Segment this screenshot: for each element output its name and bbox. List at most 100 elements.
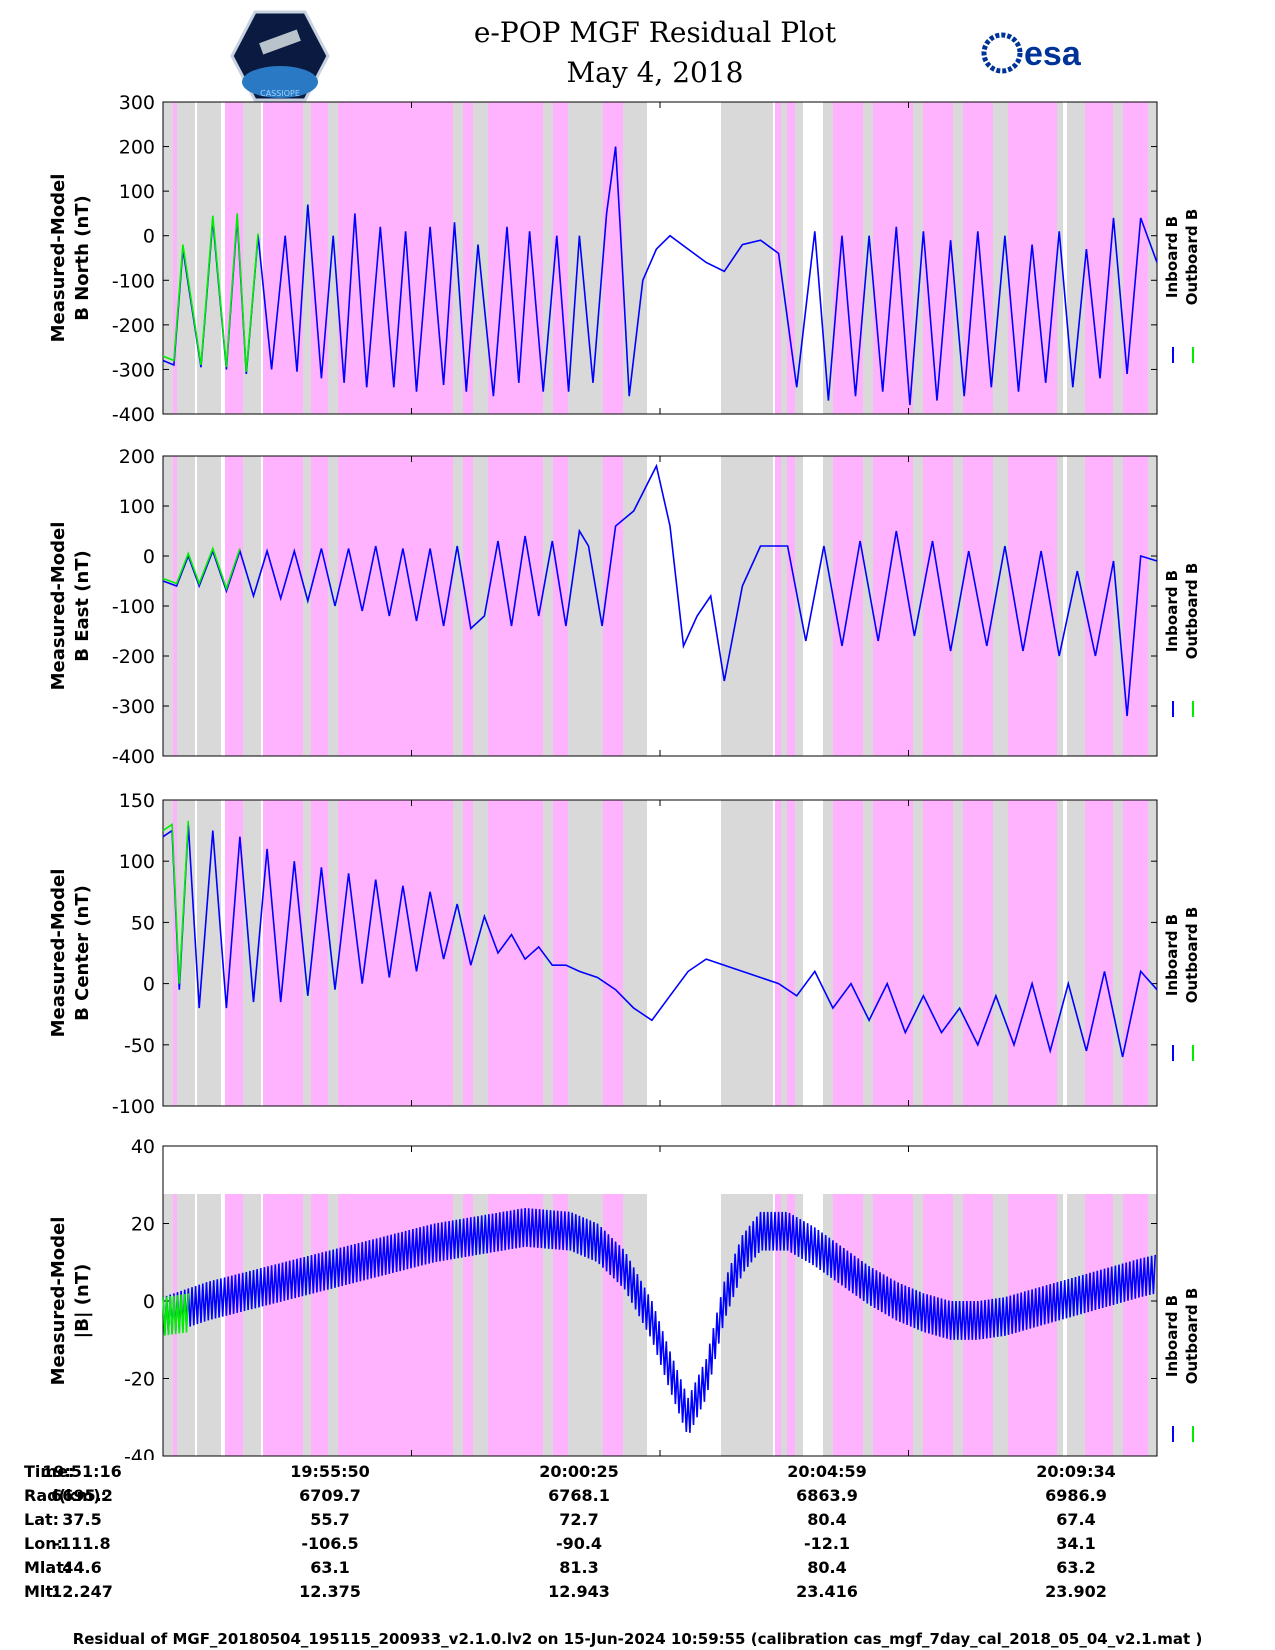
- orbit-shade-band: [543, 800, 553, 1106]
- orbit-shade-band: [775, 102, 781, 414]
- orbit-shade-band: [1123, 1194, 1148, 1456]
- orbit-shade-band: [1067, 456, 1085, 756]
- info-cell: -12.1: [803, 1534, 851, 1553]
- orbit-shade-band: [1057, 800, 1063, 1106]
- y-tick-label: 100: [119, 851, 155, 873]
- orbit-shade-band: [473, 800, 488, 1106]
- orbit-shade-band: [473, 102, 488, 414]
- info-cell: 12.247: [51, 1582, 113, 1601]
- orbit-shade-band: [1067, 102, 1085, 414]
- orbit-shade-band: [311, 102, 328, 414]
- orbit-shade-band: [311, 456, 328, 756]
- inboard-series-line: [162, 146, 1158, 406]
- info-cell: 55.7: [310, 1510, 350, 1529]
- orbit-shade-band: [781, 1194, 787, 1456]
- esa-logo-text: esa: [1024, 35, 1082, 73]
- orbit-shade-band: [1085, 800, 1113, 1106]
- info-cell: 44.6: [62, 1558, 102, 1577]
- info-cell: -111.8: [53, 1534, 111, 1553]
- orbit-info-table: Time: 19:51:16 19:55:50 20:00:25 20:04:59 20:…: [0, 1462, 1275, 1632]
- orbit-shade-band: [473, 456, 488, 756]
- orbit-shade-band: [1043, 1194, 1057, 1456]
- orbit-shade-band: [303, 456, 311, 756]
- info-cell: 6986.9: [1045, 1486, 1107, 1505]
- orbit-shade-band: [1057, 456, 1063, 756]
- orbit-shade-band: [243, 102, 261, 414]
- info-row-label: Mlt:: [24, 1582, 60, 1601]
- orbit-shade-band: [508, 800, 543, 1106]
- info-row-label: Time:: [24, 1462, 75, 1481]
- orbit-shade-band: [823, 456, 833, 756]
- orbit-shade-band: [311, 800, 328, 1106]
- orbit-shade-band: [993, 800, 1008, 1106]
- orbit-shade-band: [993, 456, 1008, 756]
- legend-labels: Inboard B Outboard B: [1163, 1288, 1201, 1385]
- info-cell: -106.5: [301, 1534, 359, 1553]
- orbit-shade-band: [833, 800, 863, 1106]
- orbit-shade-band: [781, 102, 787, 414]
- orbit-shade-band: [823, 1194, 833, 1456]
- orbit-shade-band: [388, 800, 453, 1106]
- info-cell: 37.5: [62, 1510, 102, 1529]
- outboard-series-line: [162, 820, 190, 984]
- orbit-shade-band: [243, 456, 261, 756]
- y-tick-label: -300: [112, 696, 155, 718]
- orbit-shade-band: [488, 456, 508, 756]
- orbit-shade-band: [873, 800, 913, 1106]
- orbit-shade-band: [1113, 1194, 1123, 1456]
- orbit-shade-band: [623, 1194, 647, 1456]
- orbit-shade-band: [163, 102, 173, 414]
- orbit-shade-band: [303, 1194, 311, 1456]
- legend-outboard: Outboard B: [1183, 209, 1201, 306]
- orbit-shade-band: [795, 102, 803, 414]
- orbit-shade-band: [913, 102, 923, 414]
- orbit-shade-band: [963, 102, 993, 414]
- orbit-shade-band: [243, 800, 261, 1106]
- orbit-shade-band: [453, 1194, 463, 1456]
- orbit-shade-band: [303, 102, 311, 414]
- orbit-shade-band: [1067, 1194, 1085, 1456]
- info-cell: 12.375: [299, 1582, 361, 1601]
- orbit-shade-band: [488, 1194, 508, 1456]
- info-cell: 6768.1: [548, 1486, 610, 1505]
- orbit-shade-band: [721, 102, 753, 414]
- residual-charts: 3002001000-100-200-300-400Measured-Model…: [48, 92, 1201, 1460]
- info-cell: 63.1: [310, 1558, 350, 1577]
- info-cell: 63.2: [1056, 1558, 1096, 1577]
- orbit-shade-band: [1008, 800, 1043, 1106]
- orbit-shade-band: [311, 1194, 328, 1456]
- orbit-shade-band: [338, 800, 388, 1106]
- inboard-series-line: [162, 1207, 1156, 1433]
- orbit-shade-band: [388, 456, 453, 756]
- info-cell: 34.1: [1056, 1534, 1096, 1553]
- orbit-shade-band: [863, 456, 873, 756]
- orbit-shade-band: [787, 800, 795, 1106]
- orbit-shade-band: [488, 102, 508, 414]
- orbit-shade-band: [603, 102, 623, 414]
- y-axis-label: Measured-Model B East (nT): [48, 522, 93, 691]
- orbit-shade-band: [923, 456, 953, 756]
- y-tick-label: 100: [119, 181, 155, 203]
- info-cell: 6695.2: [51, 1486, 113, 1505]
- orbit-shade-band: [1067, 800, 1085, 1106]
- legend-labels: Inboard B Outboard B: [1163, 209, 1201, 306]
- orbit-shade-band: [328, 800, 338, 1106]
- orbit-shade-band: [553, 456, 568, 756]
- y-tick-label: -400: [112, 404, 155, 426]
- y-tick-label: 0: [143, 546, 155, 568]
- orbit-shade-band: [328, 102, 338, 414]
- orbit-shade-band: [781, 800, 787, 1106]
- orbit-shade-band: [197, 1194, 221, 1456]
- esa-logo: esa: [981, 32, 1082, 74]
- orbit-shade-band: [623, 800, 647, 1106]
- info-cell: 6863.9: [796, 1486, 858, 1505]
- orbit-shade-band: [568, 800, 583, 1106]
- orbit-shade-band: [775, 1194, 781, 1456]
- info-cell: 19:55:50: [290, 1462, 370, 1481]
- legend-outboard: Outboard B: [1183, 907, 1201, 1004]
- outboard-series-line: [162, 213, 259, 372]
- orbit-shade-band: [1148, 1194, 1157, 1456]
- orbit-shade-band: [177, 800, 195, 1106]
- orbit-shade-band: [173, 800, 177, 1106]
- orbit-shade-band: [553, 800, 568, 1106]
